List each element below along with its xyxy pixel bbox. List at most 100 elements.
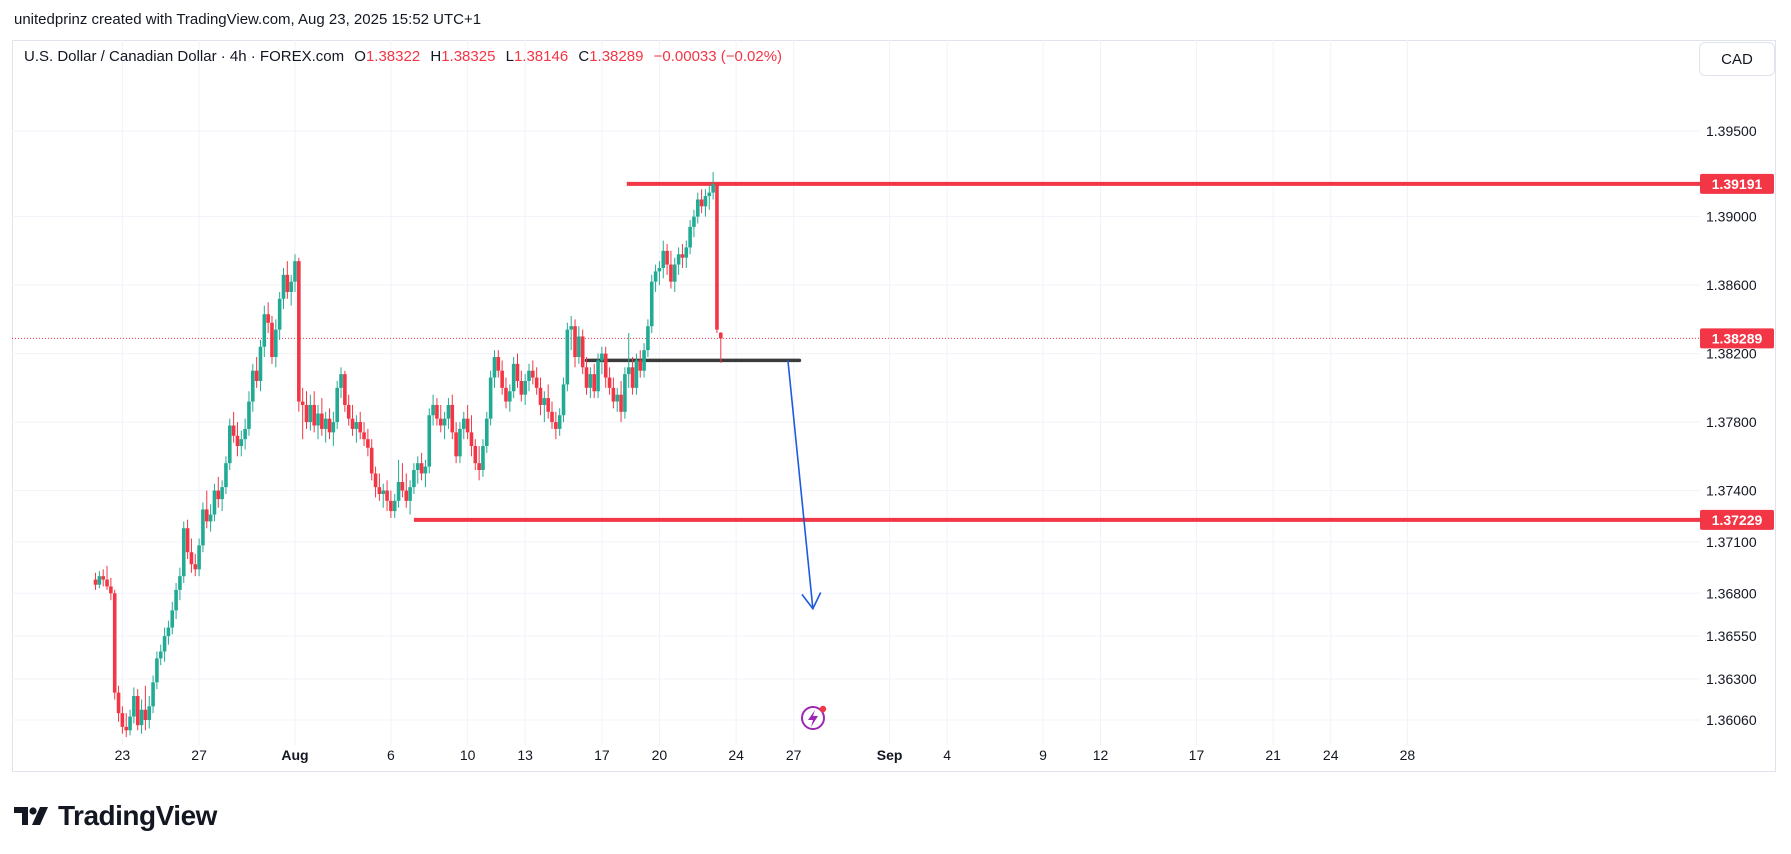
candle-body — [139, 709, 144, 726]
date-tick-label: 28 — [1400, 747, 1416, 763]
candle-body — [596, 360, 600, 392]
candle-body — [692, 216, 696, 227]
candle-body — [281, 274, 286, 299]
candle-body — [366, 439, 370, 448]
candle-body — [561, 384, 566, 416]
candle-body — [178, 576, 182, 590]
candle-body — [523, 380, 527, 395]
candle-body — [695, 199, 700, 217]
candle-body — [412, 470, 416, 488]
candle-body — [542, 398, 547, 405]
candle-body — [538, 387, 543, 405]
candle-body — [297, 261, 301, 402]
price-tick-label: 1.38600 — [1706, 277, 1757, 293]
candle-body — [611, 387, 616, 402]
date-tick-label: 27 — [191, 747, 207, 763]
candle-body — [458, 428, 462, 457]
candle-body — [707, 192, 712, 197]
candle-body — [492, 357, 497, 378]
candle-body — [389, 500, 393, 512]
level-price-badge: 1.37229 — [1712, 512, 1763, 528]
candle-body — [270, 322, 274, 358]
candle-body — [181, 528, 186, 577]
candle-body — [711, 184, 715, 193]
candle-body — [657, 267, 662, 272]
candle-body — [254, 370, 259, 381]
candle-body — [262, 314, 267, 347]
date-tick-label: 24 — [1323, 747, 1339, 763]
candle-body — [442, 418, 447, 426]
candle-body — [162, 636, 167, 652]
candle-body — [592, 374, 597, 392]
candle-body — [312, 404, 316, 426]
candle-body — [588, 374, 593, 388]
date-tick-label: 13 — [517, 747, 533, 763]
candle-body — [438, 418, 443, 426]
candle-body — [135, 696, 140, 726]
candle-body — [577, 336, 581, 358]
candle-body — [481, 446, 485, 471]
candle-body — [239, 439, 244, 447]
date-tick-label: 12 — [1093, 747, 1109, 763]
candle-body — [274, 329, 278, 358]
open-label: O — [354, 48, 366, 65]
candle-body — [235, 435, 240, 447]
candle-body — [649, 281, 654, 327]
candle-body — [404, 490, 409, 501]
candle-body — [485, 418, 489, 447]
date-tick-label: 27 — [786, 747, 802, 763]
candle-body — [461, 418, 466, 429]
candle-body — [331, 422, 336, 433]
candles — [93, 172, 723, 738]
candle-body — [500, 370, 504, 388]
candle-body — [166, 627, 171, 637]
date-tick-label: 21 — [1265, 747, 1281, 763]
candle-body — [396, 482, 401, 501]
candle-body — [446, 404, 451, 419]
candle-body — [385, 490, 389, 501]
open-value: 1.38322 — [365, 48, 421, 65]
candle-body — [626, 367, 631, 375]
candle-body — [415, 463, 420, 471]
level-price-badge-bg — [1700, 173, 1774, 194]
currency-button[interactable]: CAD — [1699, 42, 1775, 76]
candle-body — [293, 261, 297, 282]
candle-body — [573, 326, 577, 358]
candle-body — [158, 651, 163, 659]
candle-body — [304, 404, 309, 423]
candle-body — [465, 418, 470, 433]
symbol-legend: U.S. Dollar / Canadian Dollar · 4h · FOR… — [24, 48, 782, 65]
candle-body — [615, 394, 620, 402]
price-tick-label: 1.36060 — [1706, 712, 1757, 728]
candle-body — [672, 264, 677, 282]
candle-body — [300, 401, 305, 405]
projection-arrow-line[interactable] — [787, 360, 814, 609]
symbol-description: U.S. Dollar / Canadian Dollar · 4h · FOR… — [24, 48, 345, 65]
candle-body — [105, 579, 109, 587]
candle-body — [477, 463, 481, 471]
candle-body — [350, 418, 355, 429]
candle-body — [201, 509, 205, 546]
candle-body — [603, 353, 608, 378]
candle-body — [266, 314, 270, 323]
tradingview-logo[interactable]: TradingView — [14, 800, 217, 832]
candle-body — [504, 387, 508, 402]
candle-body — [534, 377, 539, 388]
candle-body — [343, 374, 347, 405]
candle-body — [174, 589, 178, 611]
candle-body — [289, 281, 293, 292]
candle-body — [630, 367, 635, 388]
candle-body — [185, 528, 190, 553]
candle-body — [688, 226, 692, 248]
candle-body — [554, 422, 558, 429]
date-tick-label: Aug — [281, 747, 308, 763]
candle-body — [431, 404, 435, 416]
candle-body — [508, 391, 512, 402]
date-tick-label: Sep — [877, 747, 903, 763]
candle-body — [496, 357, 501, 371]
candle-body — [381, 490, 386, 494]
candle-body — [373, 473, 378, 488]
close-value: 1.38289 — [589, 48, 644, 65]
candle-body — [216, 490, 221, 500]
